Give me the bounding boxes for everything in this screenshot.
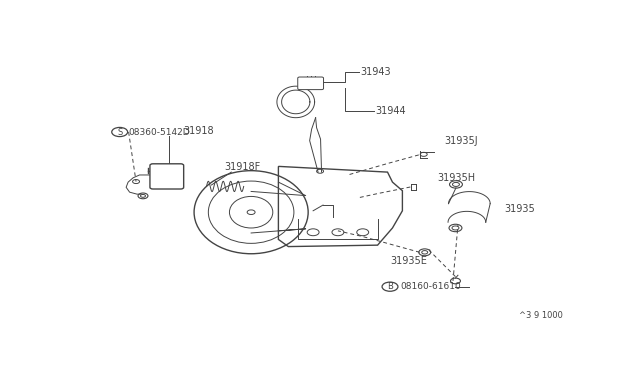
FancyBboxPatch shape: [298, 77, 324, 90]
Text: 31918F: 31918F: [224, 162, 260, 172]
Text: 31943: 31943: [360, 67, 391, 77]
Text: ^3 9 1000: ^3 9 1000: [519, 311, 563, 320]
Circle shape: [382, 282, 398, 291]
Text: 08360-5142D: 08360-5142D: [129, 128, 190, 137]
Text: 08160-61610: 08160-61610: [400, 282, 461, 291]
Text: 31935: 31935: [504, 204, 535, 214]
Text: S: S: [117, 128, 122, 137]
Text: 31918: 31918: [184, 126, 214, 136]
Text: 31935J: 31935J: [445, 136, 478, 145]
Text: 31935E: 31935E: [390, 256, 427, 266]
Circle shape: [112, 128, 127, 137]
FancyBboxPatch shape: [150, 164, 184, 189]
Text: B: B: [387, 282, 393, 291]
Text: 31935H: 31935H: [437, 173, 476, 183]
Text: 31944: 31944: [375, 106, 406, 116]
